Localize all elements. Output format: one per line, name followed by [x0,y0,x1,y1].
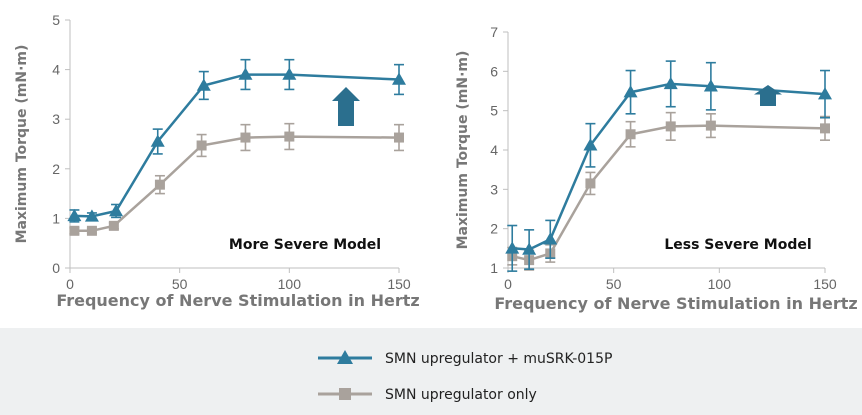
legend-background [0,328,862,415]
more-severe-y-tick-label: 1 [52,210,60,226]
less-severe-y-tick-label: 7 [490,24,498,40]
less-severe-x-tick-label: 0 [504,276,512,292]
less-severe-x-tick-label: 100 [708,276,732,292]
more-severe-data-point [282,67,297,80]
less-severe-x-tick-label: 150 [813,276,837,292]
legend-label: SMN upregulator + muSRK-015P [385,351,612,367]
more-severe-data-point [240,132,251,143]
more-severe-data-point [196,140,207,151]
more-severe-series-line [74,73,400,218]
less-severe-x-tick-label: 50 [606,276,622,292]
less-severe-series-muSRK [505,60,832,272]
more-severe-x-tick-label: 150 [387,276,411,292]
more-severe-y-tick-label: 2 [52,161,60,177]
more-severe-arrow-up-icon [332,87,360,126]
less-severe-data-point [820,123,830,134]
more-severe-y-tick-label: 5 [52,12,60,28]
less-severe-y-tick-label: 1 [490,260,498,276]
less-severe-data-point [663,76,678,90]
less-severe-data-point [543,232,558,245]
less-severe-model-label: Less Severe Model [664,237,811,253]
more-severe-x-tick-label: 100 [278,276,302,292]
less-severe-data-point [705,120,716,131]
legend-item: SMN upregulator + muSRK-015P [318,350,612,367]
less-severe-y-tick-label: 4 [490,142,498,158]
more-severe-model-label: More Severe Model [229,237,381,253]
more-severe-series-muSRK [67,58,406,223]
less-severe-x-axis-title: Frequency of Nerve Stimulation in Hertz [494,294,857,313]
less-severe-y-axis-title: Maximum Torque (mN·m) [455,51,471,250]
less-severe-y-tick-label: 2 [490,221,498,237]
more-severe-y-axis-title: Maximum Torque (mN·m) [14,45,30,244]
less-severe-data-point [703,79,718,92]
less-severe-arrow-up-icon [754,85,782,106]
more-severe-series-upregulator-only [69,122,404,236]
chart-less-severe: 1 2 3 4 5 6 7 0 50 100 150 Frequency of Nerve Stimu… [455,24,858,313]
less-severe-data-point [522,242,537,255]
more-severe-y-tick-label: 0 [52,260,60,276]
more-severe-data-point [150,134,165,147]
more-severe-x-tick-label: 0 [66,276,74,292]
more-severe-x-axis-title: Frequency of Nerve Stimulation in Hertz [56,291,419,310]
more-severe-data-point [86,225,97,236]
less-severe-data-point [623,85,638,98]
more-severe-x-tick-label: 50 [172,276,188,292]
legend-triangle-marker [337,350,353,364]
more-severe-data-point [284,131,295,142]
legend-label: SMN upregulator only [385,387,537,403]
less-severe-y-tick-label: 3 [490,181,498,197]
less-severe-y-tick-label: 5 [490,103,498,119]
more-severe-data-point [394,132,404,143]
more-severe-data-point [196,78,211,91]
less-severe-data-point [583,138,598,151]
more-severe-data-point [154,179,165,190]
less-severe-y-tick-label: 6 [490,63,498,79]
less-severe-data-point [585,178,596,189]
more-severe-data-point [238,67,253,80]
legend-item: SMN upregulator only [318,387,537,403]
more-severe-data-point [108,220,119,231]
less-severe-data-point [665,121,676,132]
less-severe-series-line [512,82,826,251]
less-severe-data-point [625,129,636,140]
more-severe-data-point [69,225,80,236]
less-severe-data-point [818,87,832,100]
more-severe-data-point [109,203,124,217]
more-severe-data-point [84,209,99,222]
more-severe-data-point [67,208,82,222]
less-severe-data-point [505,241,520,254]
more-severe-y-tick-label: 4 [52,62,60,78]
legend-square-marker [339,388,351,400]
legend: SMN upregulator + muSRK-015P SMN upregula… [318,350,612,403]
more-severe-data-point [392,72,406,85]
more-severe-y-tick-label: 3 [52,111,60,127]
